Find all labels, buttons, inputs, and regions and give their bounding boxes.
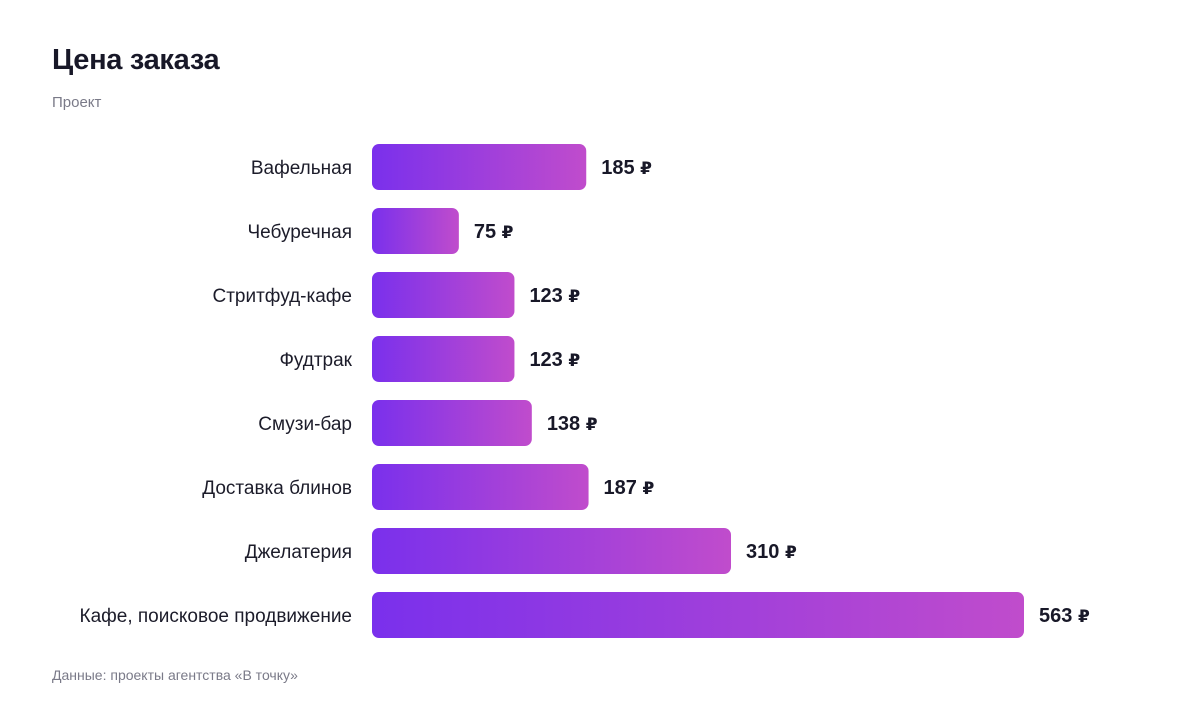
bar	[372, 336, 515, 382]
category-label: Доставка блинов	[202, 478, 352, 499]
chart-title: Цена заказа	[52, 44, 220, 76]
category-label: Чебуречная	[247, 222, 352, 243]
bar	[372, 208, 459, 254]
category-label: Смузи-бар	[258, 414, 352, 435]
value-label: 123 ₽	[529, 349, 580, 371]
bar	[372, 464, 589, 510]
category-label: Вафельная	[251, 158, 352, 179]
bar	[372, 528, 732, 574]
value-label: 563 ₽	[1039, 605, 1090, 627]
currency-unit: ₽	[586, 415, 598, 435]
bar	[372, 272, 515, 318]
value-label: 185 ₽	[601, 157, 652, 179]
category-label: Фудтрак	[279, 350, 352, 371]
bar	[372, 400, 532, 446]
category-label: Кафе, поисковое продвижение	[80, 606, 353, 627]
bar	[372, 592, 1024, 638]
category-label: Стритфуд-кафе	[212, 286, 352, 307]
value-label: 75 ₽	[474, 221, 514, 243]
value-label: 123 ₽	[529, 285, 580, 307]
currency-unit: ₽	[1078, 607, 1090, 627]
currency-unit: ₽	[568, 287, 580, 307]
value-label: 310 ₽	[746, 541, 797, 563]
bar	[372, 144, 587, 190]
currency-unit: ₽	[502, 223, 514, 243]
currency-unit: ₽	[785, 543, 797, 563]
value-label: 138 ₽	[547, 413, 598, 435]
value-label: 187 ₽	[604, 477, 655, 499]
currency-unit: ₽	[642, 479, 654, 499]
category-label: Джелатерия	[245, 542, 352, 563]
currency-unit: ₽	[568, 351, 580, 371]
currency-unit: ₽	[640, 159, 652, 179]
chart-subtitle: Проект	[52, 94, 102, 111]
data-source-note: Данные: проекты агентства «В точку»	[52, 667, 298, 683]
bars-group: Вафельная 185 ₽ Чебуречная 75 ₽ Стритфуд-каф…	[80, 144, 1090, 638]
